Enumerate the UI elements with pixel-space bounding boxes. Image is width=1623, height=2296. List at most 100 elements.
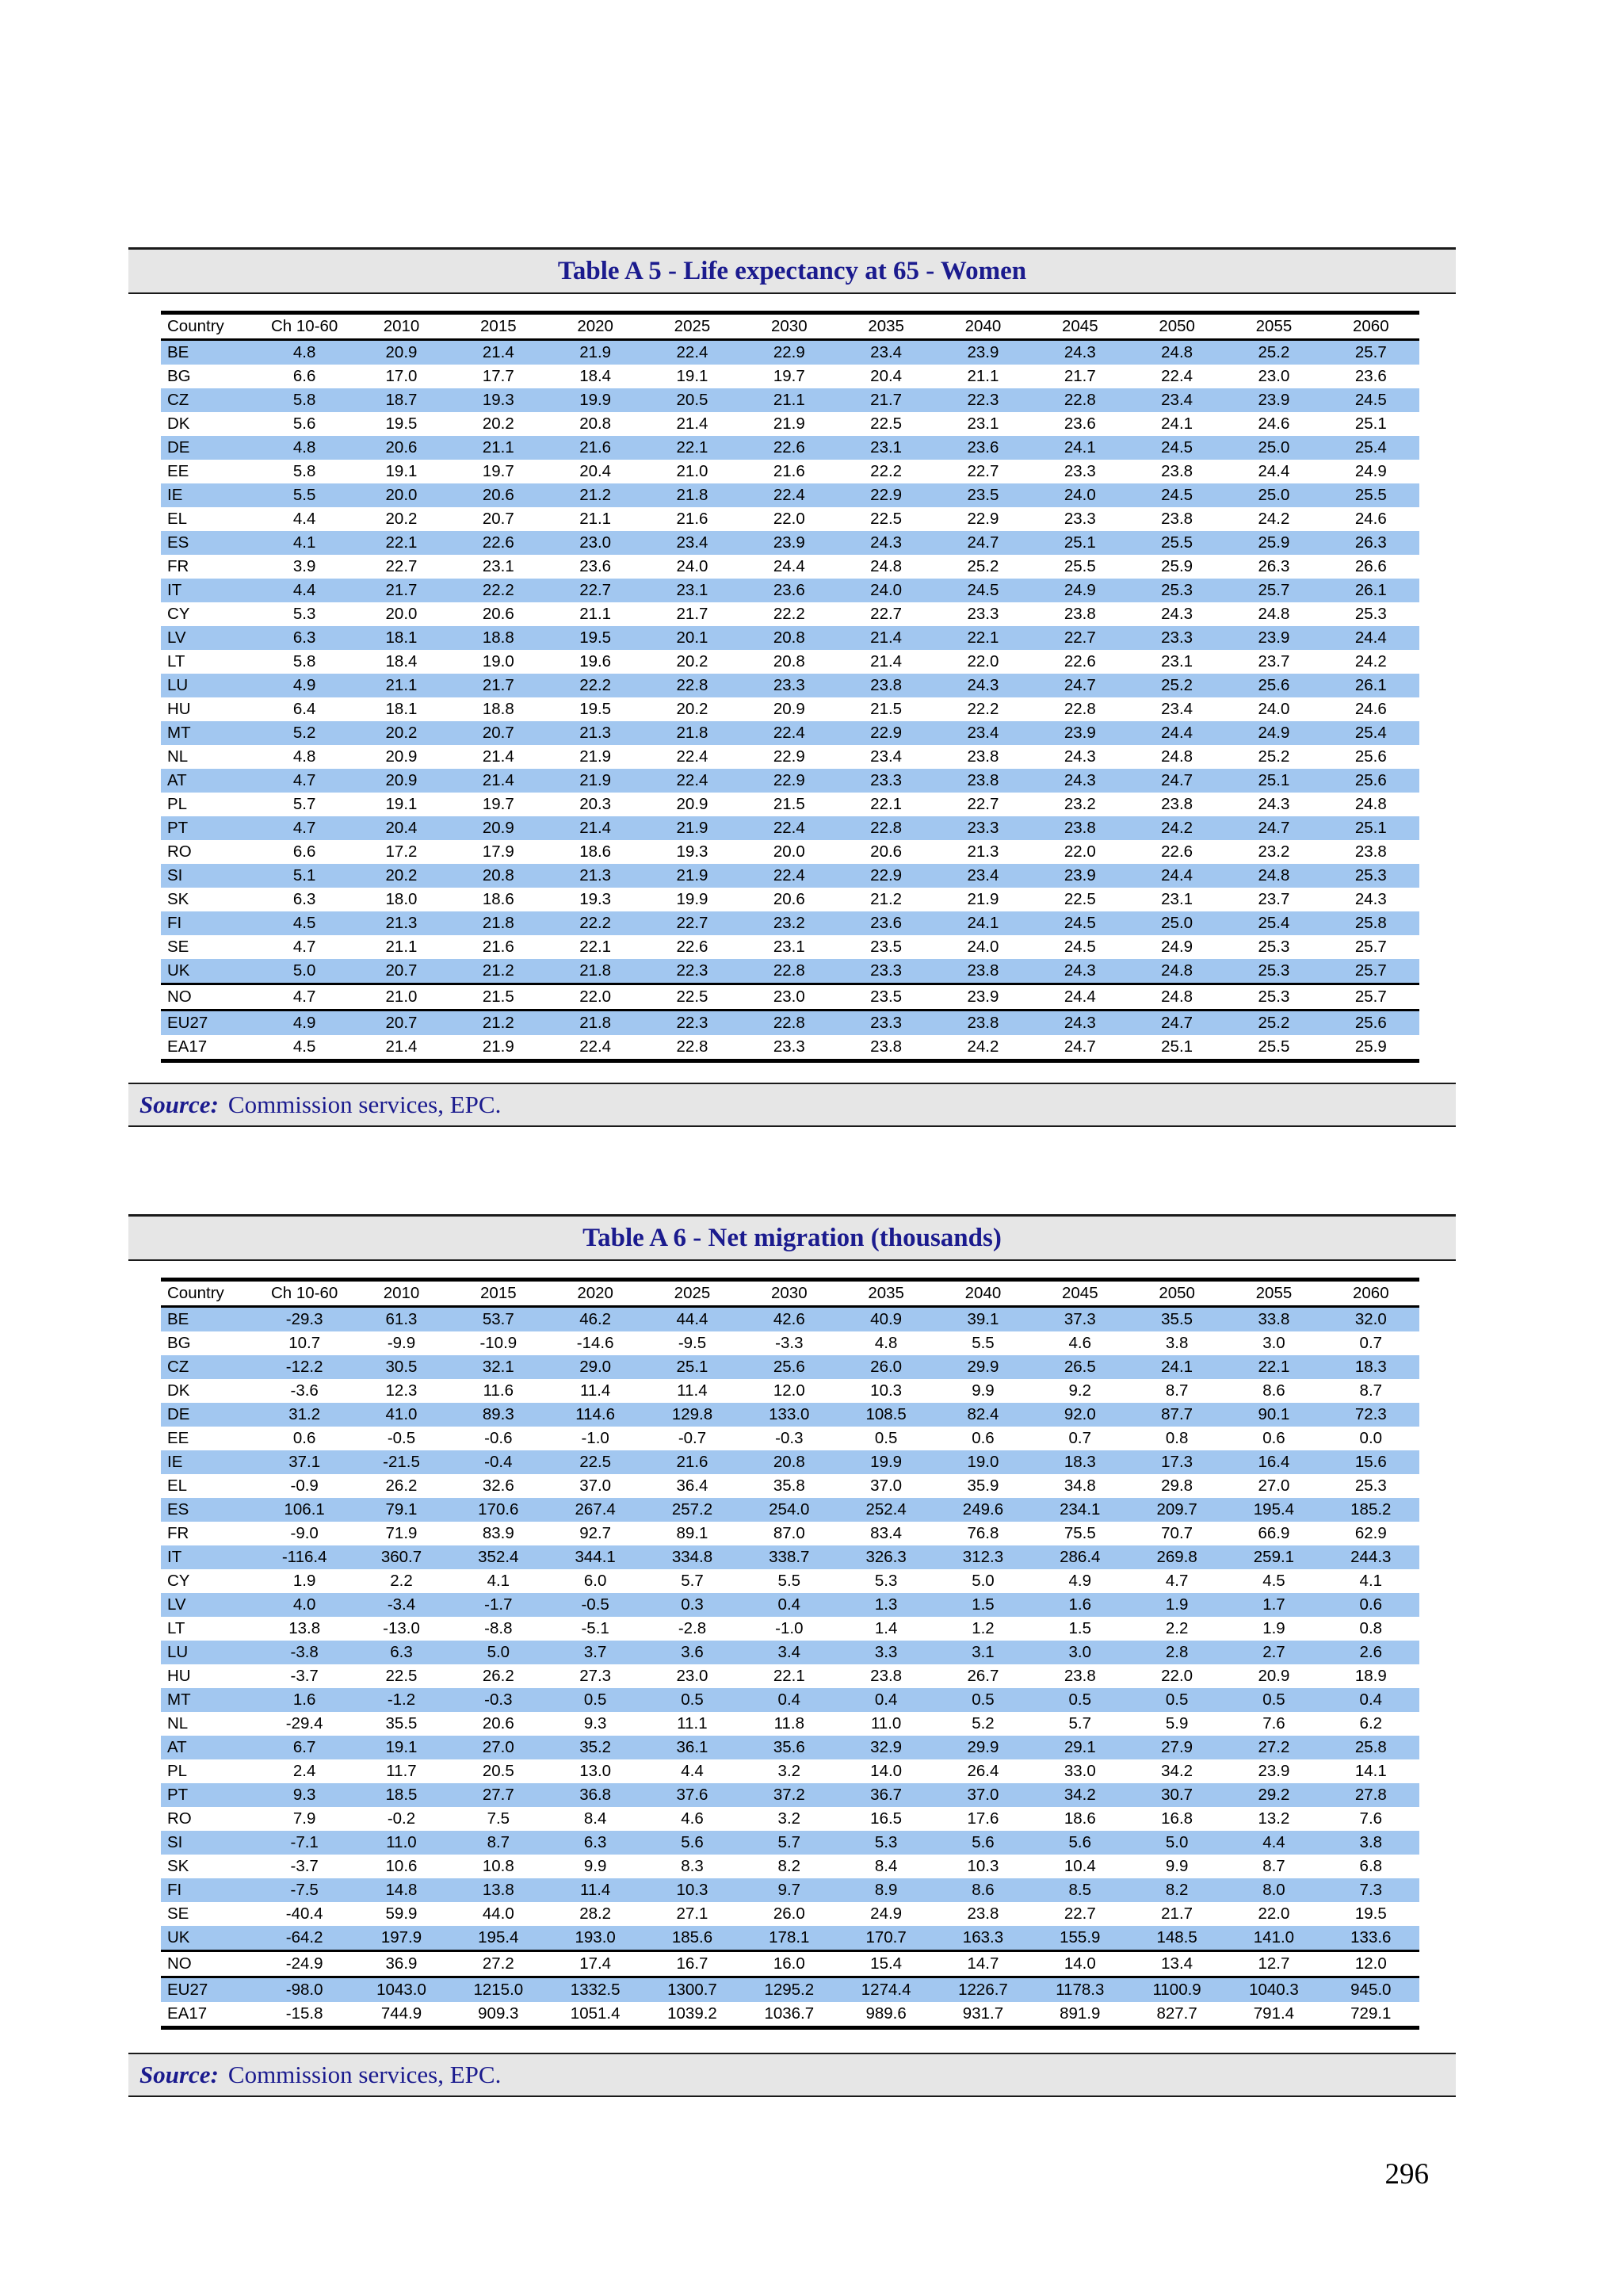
value-cell: 18.6 [1064, 1809, 1096, 1828]
value-cell: 24.5 [1161, 486, 1193, 504]
value-cell: 24.5 [1064, 914, 1096, 932]
table-row-es: ES 4.1 22.1 22.6 23.0 23.4 23.9 24.3 24.7 25.1 25.… [161, 531, 1419, 555]
table-a5-source-bar: Source: Commission services, EPC. [128, 1083, 1456, 1127]
country-cell: NL [167, 747, 189, 766]
value-cell: 19.0 [967, 1453, 999, 1471]
value-cell: 24.1 [1161, 1358, 1193, 1376]
value-cell: 23.0 [773, 988, 805, 1006]
value-cell: 21.5 [773, 795, 805, 813]
value-cell: 24.2 [1258, 510, 1290, 528]
value-cell: 22.1 [385, 533, 418, 552]
value-cell: 13.8 [288, 1619, 321, 1637]
value-cell: -13.0 [383, 1619, 420, 1637]
value-cell: 20.8 [773, 1453, 805, 1471]
value-cell: 0.5 [874, 1429, 898, 1447]
table-row-si: SI -7.1 11.0 8.7 6.3 5.6 5.7 5.3 5.6 5.6 5.0 4.4 3.8 [161, 1831, 1419, 1855]
value-cell: 23.9 [967, 988, 999, 1006]
value-cell: 21.9 [967, 890, 999, 908]
value-cell: 25.2 [1258, 343, 1290, 361]
table-a5-title: Table A 5 - Life expectancy at 65 - Wome… [557, 256, 1027, 285]
country-cell: DK [167, 1381, 190, 1400]
value-cell: 25.4 [1354, 724, 1387, 742]
table-row-lu: LU -3.8 6.3 5.0 3.7 3.6 3.4 3.3 3.1 3.0 2.8 2.7 2.6 [161, 1641, 1419, 1664]
value-cell: 29.1 [1064, 1738, 1096, 1756]
value-cell: 22.4 [1161, 367, 1193, 385]
value-cell: 22.9 [870, 486, 903, 504]
value-cell: 18.6 [482, 890, 514, 908]
country-cell: EA17 [167, 1037, 208, 1056]
source-label: Source: [139, 1091, 219, 1118]
value-cell: 14.8 [385, 1881, 418, 1899]
value-cell: 24.8 [870, 557, 903, 575]
table-row-ie: IE 37.1 -21.5 -0.4 22.5 21.6 20.8 19.9 19.0 18.3 1… [161, 1450, 1419, 1474]
table-row-be: BE 4.8 20.9 21.4 21.9 22.4 22.9 23.4 23.9 24.3 24.… [161, 339, 1419, 365]
value-cell: 23.9 [773, 533, 805, 552]
value-cell: 23.8 [967, 961, 999, 980]
value-cell: 2.8 [1165, 1643, 1189, 1661]
value-cell: 24.1 [1064, 438, 1096, 457]
value-cell: 23.0 [676, 1667, 708, 1685]
value-cell: 4.7 [1165, 1572, 1189, 1590]
country-cell: LT [167, 1619, 185, 1637]
value-cell: 0.5 [1262, 1690, 1285, 1709]
value-cell: 24.5 [967, 581, 999, 599]
value-cell: 24.6 [1354, 700, 1387, 718]
value-cell: 254.0 [769, 1500, 810, 1519]
value-cell: 23.8 [870, 1667, 903, 1685]
value-cell: 17.0 [385, 367, 418, 385]
value-cell: 3.6 [681, 1643, 704, 1661]
value-cell: 25.3 [1354, 1477, 1387, 1495]
value-cell: 23.1 [967, 415, 999, 433]
value-cell: 931.7 [962, 2004, 1004, 2023]
value-cell: 24.4 [1161, 866, 1193, 884]
value-cell: 26.5 [1064, 1358, 1096, 1376]
country-cell: PL [167, 795, 188, 813]
value-cell: 20.8 [773, 628, 805, 647]
value-cell: -1.7 [484, 1595, 513, 1614]
value-cell: 24.5 [1064, 938, 1096, 956]
value-cell: 6.4 [292, 700, 316, 718]
value-cell: 20.6 [385, 438, 418, 457]
country-cell: EA17 [167, 2004, 208, 2023]
value-cell: 3.0 [1262, 1334, 1285, 1352]
value-cell: 0.4 [874, 1690, 898, 1709]
table-a6-title-bar: Table A 6 - Net migration (thousands) [128, 1214, 1456, 1261]
value-cell: 344.1 [575, 1548, 616, 1566]
value-cell: 21.4 [482, 747, 514, 766]
value-cell: 19.5 [579, 700, 612, 718]
value-cell: 25.9 [1161, 557, 1193, 575]
value-cell: -0.7 [678, 1429, 707, 1447]
table-row-at: AT 6.7 19.1 27.0 35.2 36.1 35.6 32.9 29.9 29.1 27.… [161, 1736, 1419, 1759]
value-cell: 22.4 [773, 486, 805, 504]
value-cell: 22.1 [773, 1667, 805, 1685]
value-cell: 24.6 [1354, 510, 1387, 528]
value-cell: 23.4 [870, 747, 903, 766]
value-cell: 21.9 [579, 747, 612, 766]
value-cell: 22.3 [676, 1014, 708, 1032]
table-row-de: DE 31.2 41.0 89.3 114.6 129.8 133.0 108.5 82.4 92… [161, 1403, 1419, 1427]
value-cell: 24.8 [1161, 343, 1193, 361]
value-cell: 0.7 [1359, 1334, 1383, 1352]
value-cell: 87.0 [773, 1524, 805, 1542]
value-cell: 24.6 [1258, 415, 1290, 433]
value-cell: 26.1 [1354, 581, 1387, 599]
value-cell: 5.5 [777, 1572, 801, 1590]
value-cell: 22.4 [773, 866, 805, 884]
value-cell: 23.1 [1161, 890, 1193, 908]
value-cell: 18.3 [1064, 1453, 1096, 1471]
country-cell: SE [167, 938, 189, 956]
value-cell: 19.1 [385, 795, 418, 813]
value-cell: 27.8 [1354, 1786, 1387, 1804]
value-cell: 0.0 [1359, 1429, 1383, 1447]
value-cell: 20.4 [579, 462, 612, 480]
value-cell: 8.6 [972, 1881, 995, 1899]
value-cell: 22.0 [1161, 1667, 1193, 1685]
value-cell: 20.7 [482, 724, 514, 742]
value-cell: 827.7 [1156, 2004, 1197, 2023]
source-label: Source: [139, 2061, 219, 2088]
table-row-fi: FI 4.5 21.3 21.8 22.2 22.7 23.2 23.6 24.1 24.5 25.… [161, 911, 1419, 935]
value-cell: 87.7 [1161, 1405, 1193, 1423]
value-cell: 1.5 [1068, 1619, 1092, 1637]
value-cell: 15.4 [870, 1954, 903, 1973]
value-cell: 20.6 [482, 486, 514, 504]
